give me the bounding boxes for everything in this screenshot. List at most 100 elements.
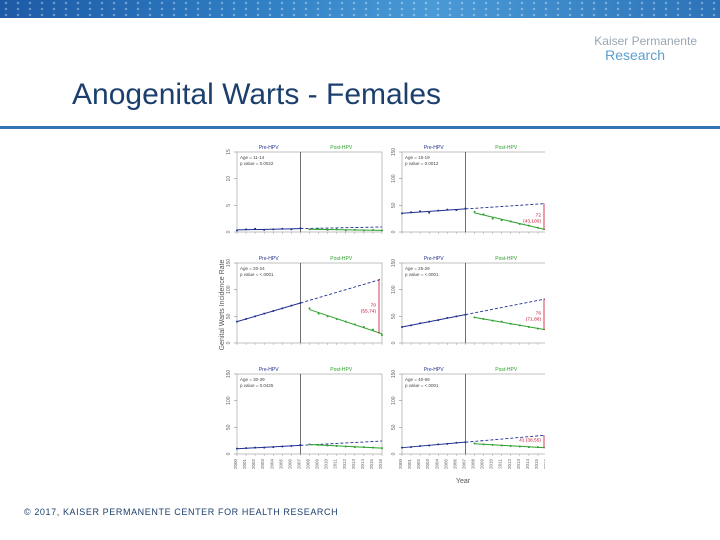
x-tick-label: 2010 xyxy=(489,459,494,470)
banner-texture xyxy=(0,0,720,18)
chart-panel-1: 0 5 10 15 Pre-HPV Post-HPV Age = 11-14p value … xyxy=(226,145,383,234)
post-data-point xyxy=(371,328,374,331)
pre-data-point xyxy=(290,445,293,447)
y-tick-label: 0 xyxy=(391,341,397,344)
pre-data-point xyxy=(410,446,413,449)
pre-data-point xyxy=(299,227,302,230)
y-tick-label: 100 xyxy=(226,285,232,294)
y-tick-label: 0 xyxy=(226,341,232,344)
post-data-point xyxy=(527,446,530,449)
post-data-point xyxy=(473,210,476,213)
stats-text: Age = 30-39 xyxy=(240,377,265,382)
post-data-point xyxy=(335,228,338,231)
pre-data-point xyxy=(437,209,440,212)
x-tick-label: 2002 xyxy=(416,459,421,470)
x-tick-label: 2016 xyxy=(543,459,545,470)
stats-text: Age = 25-29 xyxy=(405,266,430,271)
post-data-point xyxy=(518,324,521,327)
stats-text: Age = 20-24 xyxy=(240,266,265,271)
y-tick-label: 50 xyxy=(226,313,232,319)
pre-data-point xyxy=(401,446,403,449)
post-data-point xyxy=(500,444,503,447)
pre-hpv-label: Pre-HPV xyxy=(259,367,279,373)
x-tick-label: 2015 xyxy=(369,459,374,470)
pre-data-point xyxy=(254,315,257,318)
pre-data-point xyxy=(446,316,449,319)
pre-trend-line xyxy=(236,228,301,231)
pre-data-point xyxy=(290,228,293,231)
post-data-point xyxy=(491,217,494,220)
x-tick-label: 2011 xyxy=(333,459,338,469)
post-data-point xyxy=(344,229,347,232)
chart-panel-5: 0 50 100 150 2000 2001 2002 2003 2004 2005 2006 200… xyxy=(226,367,383,469)
post-data-point xyxy=(527,224,530,227)
brand-subtitle: Research xyxy=(605,47,665,63)
post-data-point xyxy=(335,318,338,320)
title-rule xyxy=(0,126,720,129)
pre-trend-line xyxy=(401,314,466,328)
y-tick-label: 50 xyxy=(391,313,397,319)
post-data-point xyxy=(473,442,476,445)
pre-data-point xyxy=(410,211,413,214)
post-data-point xyxy=(500,320,503,323)
stats-text: p value = <.0001 xyxy=(405,272,439,277)
pre-data-point xyxy=(254,227,257,230)
stats-text: p value = 0.0022 xyxy=(240,161,274,166)
reduction-label: 41 (38,55) xyxy=(519,437,541,443)
top-banner xyxy=(0,0,720,18)
y-tick-label: 5 xyxy=(226,204,232,207)
x-tick-label: 2006 xyxy=(287,459,292,470)
post-data-point xyxy=(500,219,503,222)
pre-data-point xyxy=(272,310,275,312)
post-hpv-label: Post-HPV xyxy=(495,367,518,373)
post-data-point xyxy=(353,323,356,326)
x-tick-label: 2009 xyxy=(315,459,320,470)
incidence-figure: Genital Warts Incidence Rate Year 0 5 10 15… xyxy=(219,145,545,485)
pre-data-point xyxy=(410,324,413,327)
x-tick-label: 2003 xyxy=(260,459,265,470)
x-tick-label: 2004 xyxy=(434,459,439,470)
x-tick-label: 2014 xyxy=(525,459,530,470)
projected-trend-line xyxy=(300,226,383,230)
y-tick-label: 0 xyxy=(226,230,232,233)
post-data-point xyxy=(344,320,347,323)
x-tick-label: 2011 xyxy=(498,459,503,469)
pre-data-point xyxy=(236,320,238,323)
post-data-point xyxy=(509,445,512,447)
post-data-point xyxy=(381,229,383,232)
pre-data-point xyxy=(245,318,248,320)
pre-data-point xyxy=(464,441,467,444)
footer-copyright: © 2017, KAISER PERMANENTE CENTER FOR HEA… xyxy=(24,507,339,517)
y-tick-label: 100 xyxy=(391,174,397,183)
post-data-point xyxy=(491,319,494,322)
projected-trend-line xyxy=(465,203,545,210)
pre-hpv-label: Pre-HPV xyxy=(424,145,444,151)
pre-data-point xyxy=(455,315,458,318)
pre-data-point xyxy=(428,444,431,447)
pre-data-point xyxy=(263,446,266,449)
pre-data-point xyxy=(245,228,248,231)
x-tick-label: 2012 xyxy=(342,459,347,470)
projected-trend-line xyxy=(300,278,383,304)
post-data-point xyxy=(536,327,539,330)
pre-trend-line xyxy=(401,208,466,214)
y-tick-label: 100 xyxy=(226,396,232,405)
pre-data-point xyxy=(254,446,257,449)
pre-data-point xyxy=(236,447,238,450)
x-tick-label: 2007 xyxy=(296,459,301,470)
y-tick-label: 10 xyxy=(226,176,232,182)
post-data-point xyxy=(381,334,383,336)
x-tick-label: 2008 xyxy=(306,459,311,470)
reduction-label: (71,86) xyxy=(526,316,542,322)
post-data-point xyxy=(527,326,530,328)
post-data-point xyxy=(491,443,494,446)
figure-x-axis-label: Year xyxy=(456,478,471,485)
post-hpv-label: Post-HPV xyxy=(495,145,518,151)
post-data-point xyxy=(308,228,311,231)
y-tick-label: 100 xyxy=(391,285,397,294)
post-data-point xyxy=(317,227,320,230)
x-tick-label: 2002 xyxy=(251,459,256,470)
x-tick-label: 2015 xyxy=(534,459,539,470)
y-tick-label: 150 xyxy=(391,148,397,157)
x-tick-label: 2009 xyxy=(480,459,485,470)
